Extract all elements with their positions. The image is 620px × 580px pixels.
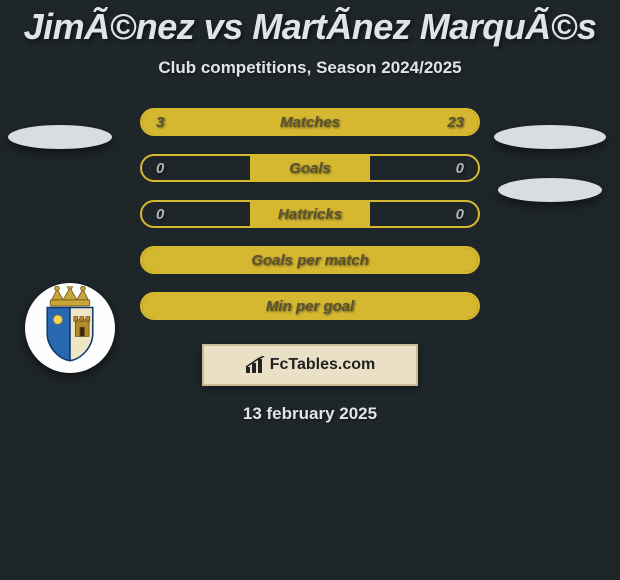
stat-label: Hattricks <box>197 206 423 223</box>
page-title: JimÃ©nez vs MartÃ­nez MarquÃ©s <box>0 6 620 48</box>
stat-label: Matches <box>197 114 423 131</box>
fctables-text: FcTables.com <box>270 356 376 374</box>
stat-rows: 3Matches230Goals00Hattricks0Goals per ma… <box>140 108 480 320</box>
ellipse-top-right <box>494 125 606 149</box>
stat-label: Min per goal <box>197 298 423 315</box>
club-badge <box>25 283 115 373</box>
stat-left-value: 0 <box>142 206 197 223</box>
stat-row-mpg: Min per goal <box>140 292 480 320</box>
comparison-area: 3Matches230Goals00Hattricks0Goals per ma… <box>0 108 620 424</box>
bar-chart-icon <box>245 356 267 374</box>
date-line: 13 february 2025 <box>0 404 620 424</box>
subtitle: Club competitions, Season 2024/2025 <box>0 58 620 78</box>
stat-row-goals: 0Goals0 <box>140 154 480 182</box>
stat-right-value: 23 <box>423 114 478 131</box>
stat-left-value: 0 <box>142 160 197 177</box>
stat-row-gpm: Goals per match <box>140 246 480 274</box>
stat-left-value: 3 <box>142 114 197 131</box>
stat-right-value: 0 <box>423 160 478 177</box>
stat-row-hattricks: 0Hattricks0 <box>140 200 480 228</box>
club-crest-icon <box>32 286 108 370</box>
stat-right-value: 0 <box>423 206 478 223</box>
stat-label: Goals <box>197 160 423 177</box>
stat-row-matches: 3Matches23 <box>140 108 480 136</box>
stat-label: Goals per match <box>197 252 423 269</box>
ellipse-mid-right <box>498 178 602 202</box>
fctables-badge: FcTables.com <box>202 344 418 386</box>
ellipse-top-left <box>8 125 112 149</box>
